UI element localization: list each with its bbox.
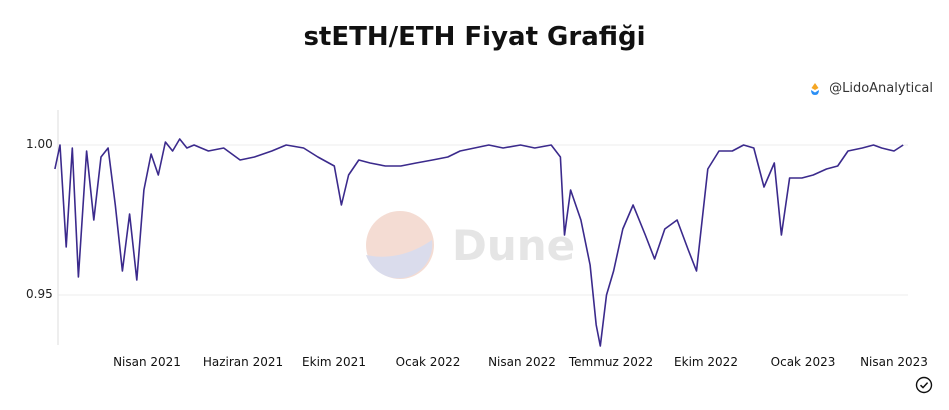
lido-drop-icon (811, 82, 820, 95)
attribution[interactable]: @LidoAnalytical (809, 81, 933, 96)
x-tick-label: Nisan 2021 (113, 355, 181, 369)
check-circle-icon[interactable] (915, 376, 933, 394)
attribution-handle: @LidoAnalytical (829, 81, 933, 96)
x-tick-label: Ocak 2022 (395, 355, 461, 369)
x-tick-label: Nisan 2022 (488, 355, 556, 369)
x-tick-label: Ekim 2022 (674, 355, 738, 369)
x-tick-label: Haziran 2021 (202, 355, 284, 369)
y-tick-label: 1.00 (26, 137, 53, 151)
x-tick-label: Ekim 2021 (302, 355, 366, 369)
y-tick-label: 0.95 (26, 287, 53, 301)
steth-eth-price-line (54, 138, 904, 347)
x-tick-label: Ocak 2023 (770, 355, 836, 369)
dune-watermark: Dune (366, 211, 575, 279)
x-tick-label: Temmuz 2022 (568, 355, 654, 369)
dune-logo-icon (366, 211, 434, 279)
chart-title: stETH/ETH Fiyat Grafiği (303, 22, 646, 52)
x-tick-label: Nisan 2023 (860, 355, 928, 369)
watermark-text: Dune (452, 221, 575, 270)
